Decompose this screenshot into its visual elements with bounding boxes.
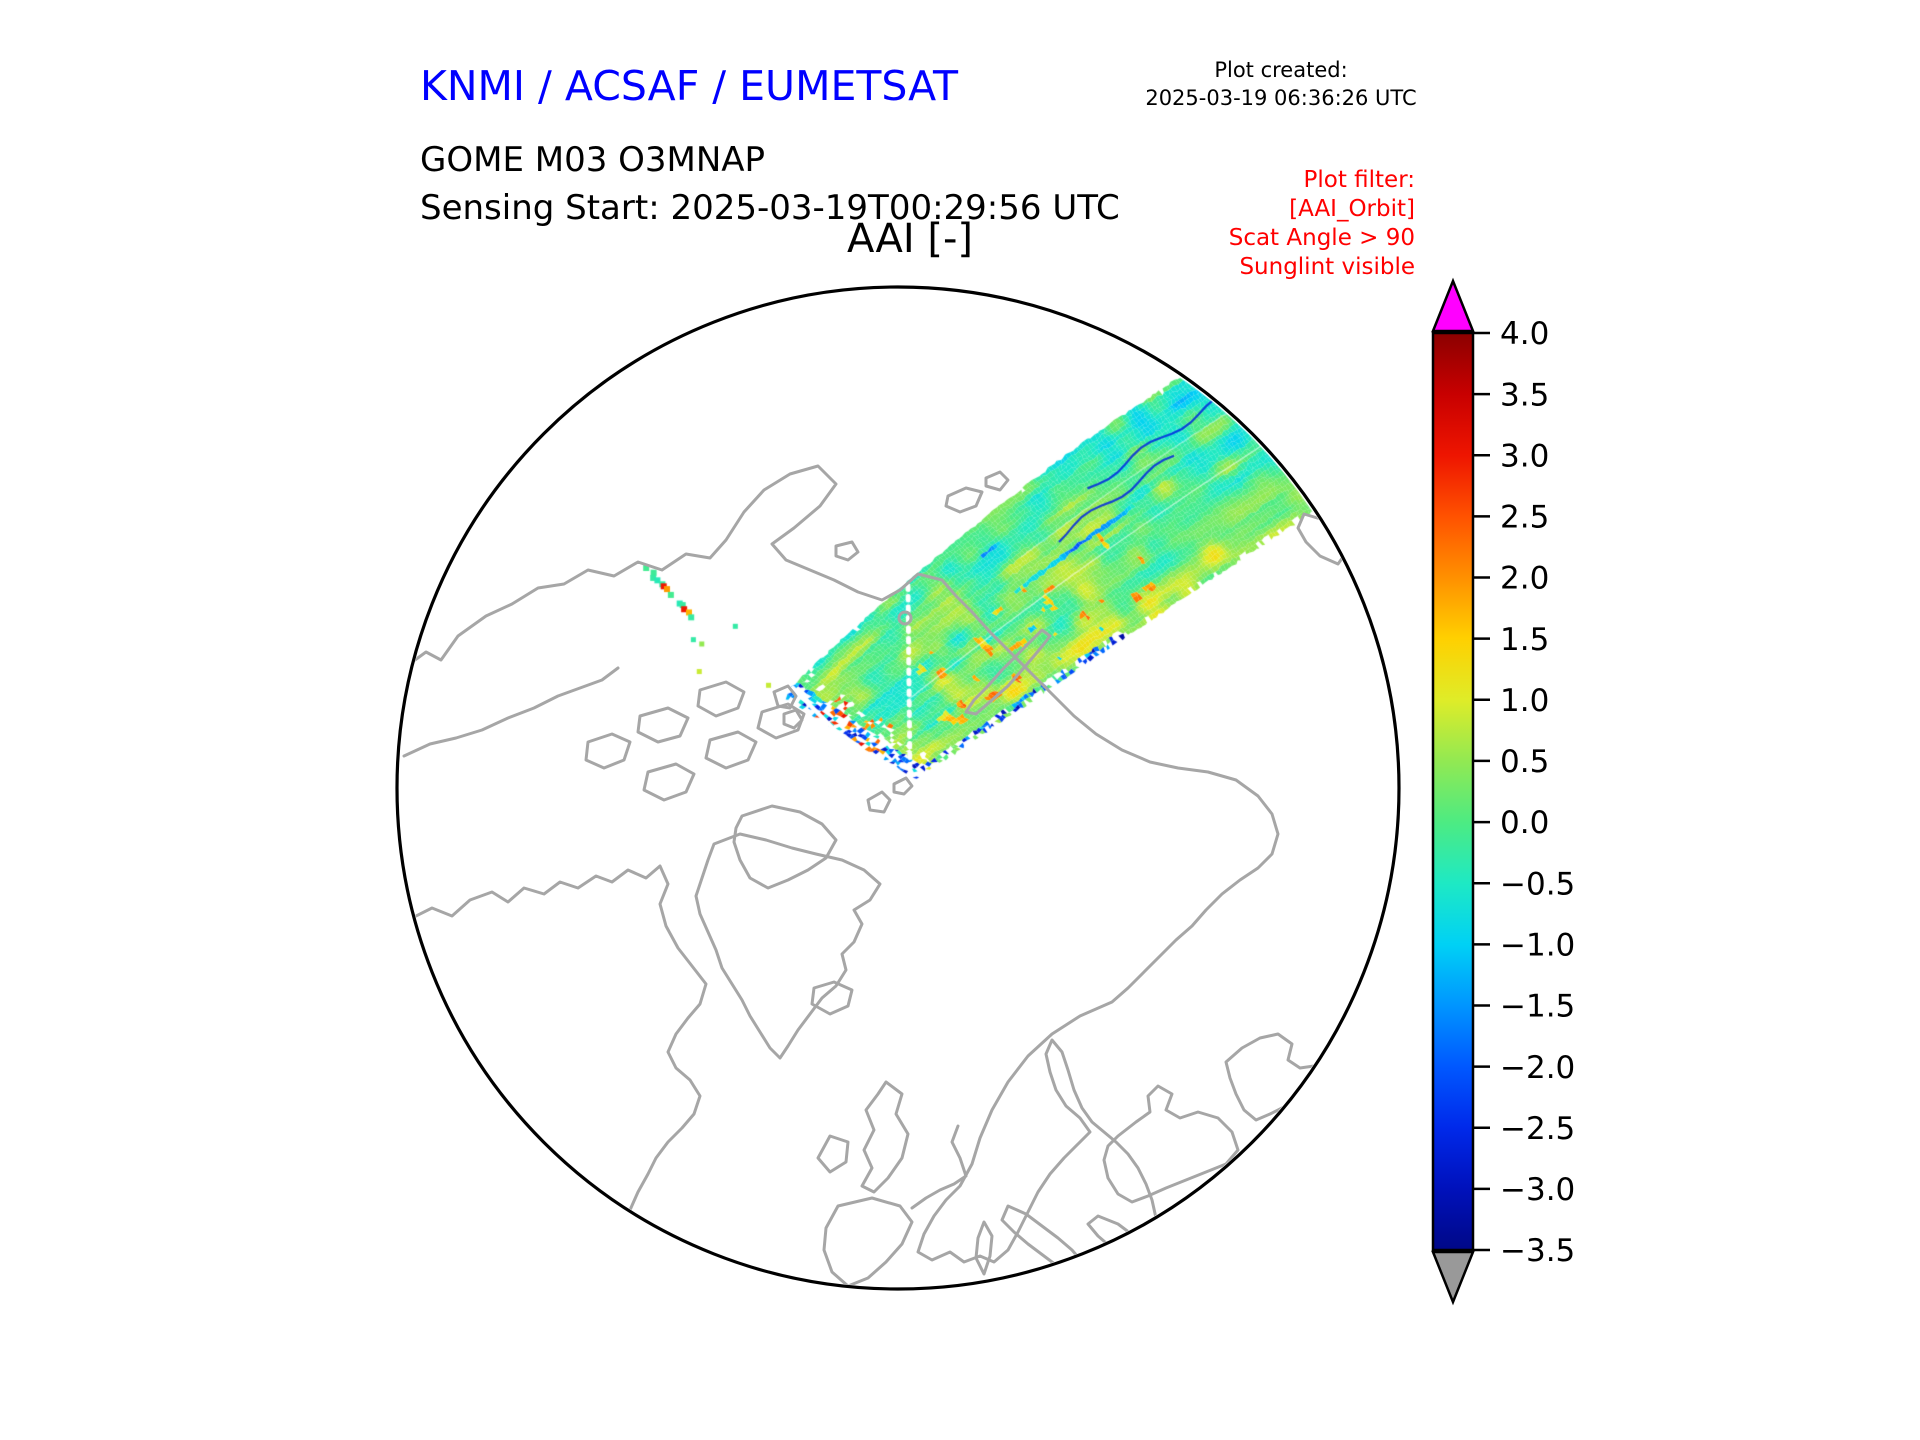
colorbar-tick-label: 1.0 <box>1500 683 1549 719</box>
coastline-iceland <box>810 980 854 1016</box>
coastline-svalbard <box>866 790 892 814</box>
coastline-severnaya-zemlya <box>772 684 798 710</box>
coastline-uk <box>860 1080 910 1194</box>
colorbar-gradient-bar <box>1431 331 1475 1252</box>
coastline-iberia <box>822 1196 914 1287</box>
coastline-severnaya-zemlya <box>782 708 804 730</box>
coastline-arctic-island <box>696 680 746 718</box>
colorbar-tick-label: 0.0 <box>1500 805 1549 841</box>
coastline-siberia-scandinavia <box>402 464 1280 1264</box>
colorbar-tick-label: −1.5 <box>1500 989 1575 1025</box>
colorbar-tick-label: 3.0 <box>1500 438 1549 474</box>
coastline-greenland <box>694 832 882 1060</box>
colorbar-tick-label: −3.0 <box>1500 1172 1575 1208</box>
colorbar-tick-label: −2.0 <box>1500 1050 1575 1086</box>
coastline-arctic-island <box>584 732 632 770</box>
coastline-islet <box>897 610 913 626</box>
coastline-arctic-island <box>636 706 690 744</box>
coastline-arctic-island <box>642 762 696 802</box>
colorbar-tick-label: −2.5 <box>1500 1111 1575 1147</box>
coastlines <box>402 464 1350 1287</box>
coastline-new-siberian-islands <box>984 470 1010 492</box>
colorbar-tick-label: 0.5 <box>1500 744 1549 780</box>
coastline-canada <box>406 864 708 1230</box>
coastline-france <box>910 1124 968 1210</box>
coastline-black-sea <box>1102 1084 1240 1204</box>
colorbar-tick-label: 4.0 <box>1500 316 1549 352</box>
colorbar-tick-label: 3.5 <box>1500 377 1549 413</box>
colorbar-tick-label: 2.5 <box>1500 500 1549 536</box>
coastline-corsica-sardinia <box>974 1220 994 1276</box>
coastline-arctic-island <box>756 702 806 740</box>
coastline-baffin <box>732 804 838 890</box>
coastline-alaska <box>402 666 620 758</box>
colorbar-tick-label: 2.0 <box>1500 561 1549 597</box>
coastline-arctic-island <box>704 730 758 770</box>
coastline-novaya-zemlya <box>964 628 1052 716</box>
colorbar-under-arrow <box>1431 1250 1475 1306</box>
coastline-wrangel <box>834 540 860 562</box>
coastline-new-siberian-islands <box>944 486 984 514</box>
colorbar-tick-label: 1.5 <box>1500 622 1549 658</box>
colorbar-over-arrow <box>1431 277 1475 333</box>
colorbar-tick-label: −3.5 <box>1500 1233 1575 1269</box>
map-boundary-circle <box>395 285 1401 1291</box>
colorbar-tick-label: −0.5 <box>1500 866 1575 902</box>
coastline-svalbard <box>892 776 914 796</box>
coastline-ireland <box>816 1134 850 1174</box>
colorbar-tick-label: −1.0 <box>1500 927 1575 963</box>
